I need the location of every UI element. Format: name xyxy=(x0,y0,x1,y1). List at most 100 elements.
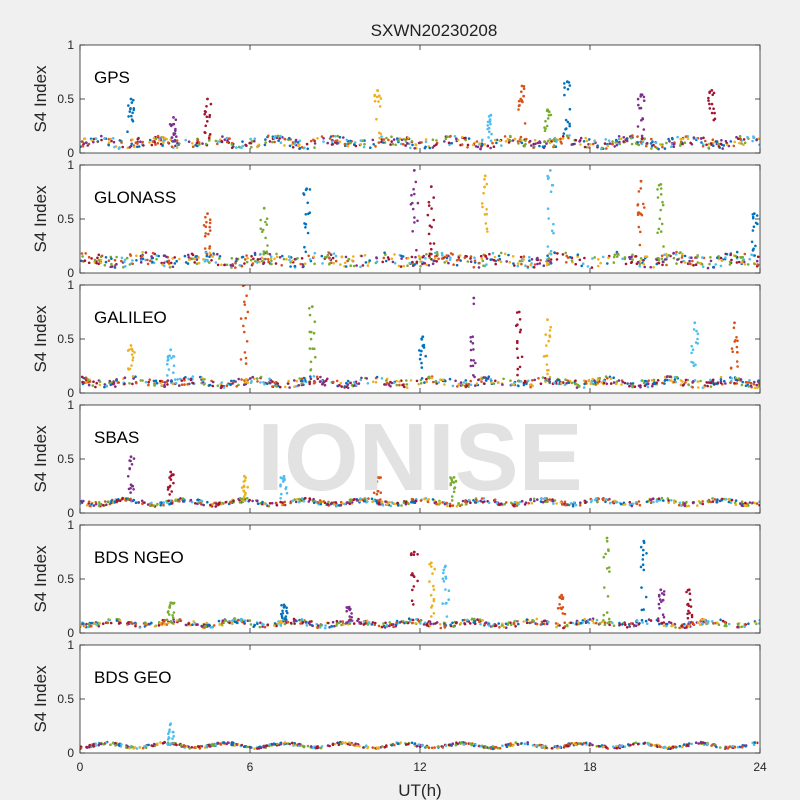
data-point xyxy=(707,96,710,100)
data-point xyxy=(426,213,430,217)
data-point xyxy=(386,381,389,385)
data-point xyxy=(486,144,490,148)
data-point xyxy=(690,256,693,260)
data-point xyxy=(528,139,532,143)
data-point xyxy=(354,144,358,148)
data-point xyxy=(316,501,320,504)
data-point xyxy=(451,480,454,484)
data-point xyxy=(683,141,687,144)
data-point-peak xyxy=(642,539,646,543)
data-point xyxy=(692,623,696,626)
data-point xyxy=(544,119,547,123)
data-point xyxy=(603,623,607,626)
data-point xyxy=(456,385,459,388)
data-point xyxy=(548,334,551,337)
data-point xyxy=(641,563,645,566)
data-point xyxy=(687,504,691,508)
data-point xyxy=(489,747,493,750)
data-point xyxy=(172,601,176,605)
data-point xyxy=(719,618,722,622)
data-point xyxy=(478,620,481,624)
data-point xyxy=(260,622,264,625)
data-point xyxy=(256,258,260,261)
data-point xyxy=(347,619,351,622)
data-point xyxy=(191,623,194,626)
data-point xyxy=(211,744,214,747)
data-point xyxy=(343,142,347,146)
data-point xyxy=(231,619,235,622)
data-point xyxy=(620,744,624,747)
data-point xyxy=(561,253,565,256)
data-point xyxy=(678,626,681,630)
data-point xyxy=(596,500,599,504)
data-point xyxy=(94,501,98,504)
data-point xyxy=(479,745,483,748)
data-point xyxy=(202,503,205,507)
data-point xyxy=(659,187,663,190)
data-point xyxy=(127,104,130,107)
data-point xyxy=(335,619,339,623)
data-point xyxy=(453,487,456,490)
data-point xyxy=(641,136,644,140)
data-point xyxy=(447,743,451,747)
data-point xyxy=(138,746,142,749)
data-point xyxy=(216,142,219,146)
data-point-peak xyxy=(169,348,173,352)
data-point xyxy=(166,379,170,382)
data-point xyxy=(297,384,301,387)
data-point xyxy=(695,137,698,140)
data-point xyxy=(681,252,684,256)
data-point xyxy=(734,499,738,502)
data-point xyxy=(278,134,282,138)
data-point xyxy=(397,503,400,507)
data-point xyxy=(649,265,652,269)
data-point xyxy=(631,253,634,257)
data-point xyxy=(385,136,388,140)
data-point xyxy=(630,504,634,508)
data-point xyxy=(590,619,594,622)
data-point xyxy=(375,256,379,260)
data-point xyxy=(752,135,755,138)
data-point xyxy=(169,478,173,481)
data-point xyxy=(469,340,473,343)
data-point xyxy=(721,147,724,150)
data-point xyxy=(656,188,659,191)
data-point xyxy=(83,624,86,628)
data-point xyxy=(194,502,197,505)
data-point xyxy=(221,619,225,622)
data-point xyxy=(239,358,243,361)
data-point xyxy=(547,339,550,343)
data-point xyxy=(561,596,565,599)
y-axis-label: S4 Index xyxy=(31,425,50,493)
data-points xyxy=(80,536,760,630)
data-point-peak xyxy=(429,185,433,189)
data-point xyxy=(611,500,615,504)
data-point xyxy=(642,99,646,102)
data-point xyxy=(701,145,705,148)
data-point xyxy=(724,746,728,749)
data-point xyxy=(550,229,554,233)
data-point xyxy=(154,137,158,141)
data-point xyxy=(674,626,677,629)
data-point xyxy=(384,259,388,263)
data-point xyxy=(278,385,282,389)
data-point xyxy=(432,196,436,199)
data-point xyxy=(669,145,673,149)
data-point xyxy=(221,621,224,624)
data-point xyxy=(472,348,475,351)
data-point xyxy=(457,382,461,386)
data-point xyxy=(131,349,134,353)
data-point xyxy=(163,741,166,744)
data-point xyxy=(691,259,694,263)
data-point xyxy=(403,385,406,389)
data-point xyxy=(595,744,599,748)
data-point xyxy=(455,504,459,508)
data-point xyxy=(346,144,350,148)
data-point xyxy=(602,555,606,559)
data-point xyxy=(753,380,756,384)
data-point xyxy=(487,501,491,505)
data-point-peak xyxy=(659,588,663,592)
data-point xyxy=(315,746,319,750)
data-point xyxy=(576,255,579,258)
data-point xyxy=(465,382,468,385)
